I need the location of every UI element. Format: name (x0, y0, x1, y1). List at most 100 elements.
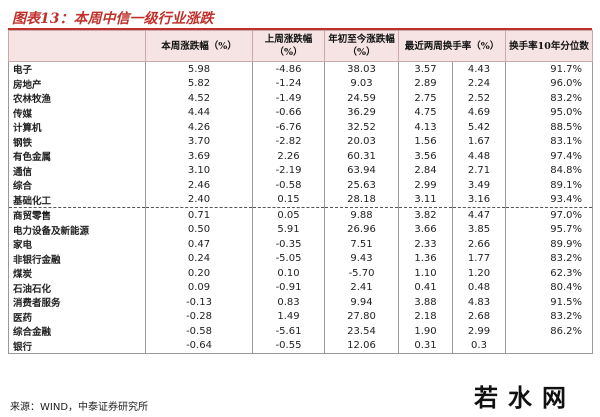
table-row: 综合金融 -0.58 -5.61 23.54 1.90 2.99 86.2% (8, 324, 593, 339)
cell-last-week-change: -6.76 (252, 120, 325, 135)
cell-turnover-w2: 4.69 (452, 105, 506, 120)
cell-last-week-change: -1.49 (252, 91, 325, 106)
cell-industry: 房地产 (8, 76, 146, 91)
cell-week-change: 5.98 (145, 61, 253, 77)
cell-last-week-change: 1.49 (252, 309, 325, 324)
cell-turnover-w1: 4.13 (398, 120, 453, 135)
cell-turnover-w1: 2.99 (398, 178, 453, 193)
cell-week-change: 2.46 (145, 178, 253, 193)
cell-week-change: -0.64 (145, 338, 253, 354)
cell-turnover-w2: 4.43 (452, 61, 506, 77)
cell-last-week-change: -0.66 (252, 105, 325, 120)
table-row: 石油石化 0.09 -0.91 2.41 0.41 0.48 80.4% (8, 280, 593, 295)
cell-turnover-w2: 4.47 (452, 207, 506, 223)
watermark-logo: 若水网 (470, 378, 580, 413)
cell-turnover-w1: 3.82 (398, 207, 453, 223)
cell-last-week-change: 0.83 (252, 295, 325, 310)
cell-ytd-change: 36.29 (324, 105, 399, 120)
cell-week-change: 0.09 (145, 280, 253, 295)
cell-week-change: 0.24 (145, 251, 253, 266)
cell-turnover-w1: 3.11 (398, 192, 453, 208)
cell-turnover-percentile: 93.4% (505, 192, 593, 208)
cell-turnover-w1: 4.75 (398, 105, 453, 120)
cell-ytd-change: 23.54 (324, 324, 399, 339)
cell-turnover-percentile: 89.9% (505, 237, 593, 252)
cell-industry: 石油石化 (8, 280, 146, 295)
cell-last-week-change: -5.05 (252, 251, 325, 266)
cell-turnover-percentile: 89.1% (505, 178, 593, 193)
header-industry (8, 30, 146, 62)
title-bar: 图表13：本周中信一级行业涨跌 (8, 6, 592, 30)
cell-turnover-percentile: 86.2% (505, 324, 593, 339)
cell-turnover-w1: 2.33 (398, 237, 453, 252)
cell-turnover-percentile: 95.0% (505, 105, 593, 120)
cell-ytd-change: 9.43 (324, 251, 399, 266)
cell-turnover-percentile: 95.7% (505, 222, 593, 237)
table-row: 电子 5.98 -4.86 38.03 3.57 4.43 91.7% (8, 61, 593, 77)
header-last-week-change: 上周涨跌幅（%） (252, 30, 325, 62)
table-row: 房地产 5.82 -1.24 9.03 2.89 2.24 96.0% (8, 76, 593, 91)
cell-week-change: 4.26 (145, 120, 253, 135)
cell-industry: 钢铁 (8, 134, 146, 149)
cell-ytd-change: 27.80 (324, 309, 399, 324)
cell-ytd-change: 63.94 (324, 163, 399, 178)
cell-turnover-w2: 5.42 (452, 120, 506, 135)
cell-industry: 消费者服务 (8, 295, 146, 310)
cell-week-change: 3.69 (145, 149, 253, 164)
cell-week-change: 3.70 (145, 134, 253, 149)
cell-industry: 家电 (8, 237, 146, 252)
cell-ytd-change: 20.03 (324, 134, 399, 149)
cell-turnover-w2: 0.3 (452, 338, 506, 354)
cell-turnover-percentile: 84.8% (505, 163, 593, 178)
table-row: 电力设备及新能源 0.50 5.91 26.96 3.66 3.85 95.7% (8, 222, 593, 237)
cell-industry: 农林牧渔 (8, 91, 146, 106)
cell-turnover-w1: 1.10 (398, 266, 453, 281)
cell-week-change: 0.71 (145, 207, 253, 223)
table-row: 非银行金融 0.24 -5.05 9.43 1.36 1.77 83.2% (8, 251, 593, 266)
cell-week-change: -0.58 (145, 324, 253, 339)
cell-turnover-w1: 3.66 (398, 222, 453, 237)
cell-turnover-percentile: 97.0% (505, 207, 593, 223)
cell-last-week-change: -0.35 (252, 237, 325, 252)
cell-industry: 非银行金融 (8, 251, 146, 266)
cell-ytd-change: 9.88 (324, 207, 399, 223)
cell-turnover-percentile: 80.4% (505, 280, 593, 295)
cell-turnover-percentile: 96.0% (505, 76, 593, 91)
cell-industry: 通信 (8, 163, 146, 178)
cell-turnover-w2: 4.48 (452, 149, 506, 164)
cell-ytd-change: 26.96 (324, 222, 399, 237)
cell-last-week-change: -2.19 (252, 163, 325, 178)
cell-week-change: -0.28 (145, 309, 253, 324)
cell-last-week-change: -0.58 (252, 178, 325, 193)
cell-ytd-change: 32.52 (324, 120, 399, 135)
table-body: 电子 5.98 -4.86 38.03 3.57 4.43 91.7% 房地产 5.82 -1.2… (8, 61, 593, 354)
cell-turnover-percentile: 83.1% (505, 134, 593, 149)
table-row: 银行 -0.64 -0.55 12.06 0.31 0.3 (8, 338, 593, 354)
cell-turnover-w2: 1.77 (452, 251, 506, 266)
table-row: 基础化工 2.40 0.15 28.18 3.11 3.16 93.4% (8, 192, 593, 208)
cell-turnover-w2: 2.24 (452, 76, 506, 91)
cell-turnover-percentile: 88.5% (505, 120, 593, 135)
cell-turnover-w1: 0.41 (398, 280, 453, 295)
cell-last-week-change: 5.91 (252, 222, 325, 237)
header-turnover-percentile: 换手率10年分位数 (505, 30, 593, 62)
cell-industry: 煤炭 (8, 266, 146, 281)
cell-turnover-w1: 1.90 (398, 324, 453, 339)
cell-turnover-w2: 2.66 (452, 237, 506, 252)
cell-turnover-w2: 3.16 (452, 192, 506, 208)
cell-industry: 商贸零售 (8, 207, 146, 223)
cell-turnover-percentile: 83.2% (505, 91, 593, 106)
industry-table: 本周涨跌幅（%） 上周涨跌幅（%） 年初至今涨跌幅（%） 最近两周换手率（%） … (8, 30, 593, 354)
cell-week-change: 3.10 (145, 163, 253, 178)
cell-ytd-change: 9.94 (324, 295, 399, 310)
header-turnover-2w: 最近两周换手率（%） (398, 30, 506, 62)
cell-turnover-w2: 2.68 (452, 309, 506, 324)
cell-week-change: 0.47 (145, 237, 253, 252)
cell-ytd-change: 60.31 (324, 149, 399, 164)
cell-industry: 综合 (8, 178, 146, 193)
cell-last-week-change: -1.24 (252, 76, 325, 91)
cell-last-week-change: -0.91 (252, 280, 325, 295)
source-note: 来源：WIND，中泰证券研究所 (10, 402, 149, 413)
cell-turnover-percentile: 91.7% (505, 61, 593, 77)
cell-ytd-change: 24.59 (324, 91, 399, 106)
